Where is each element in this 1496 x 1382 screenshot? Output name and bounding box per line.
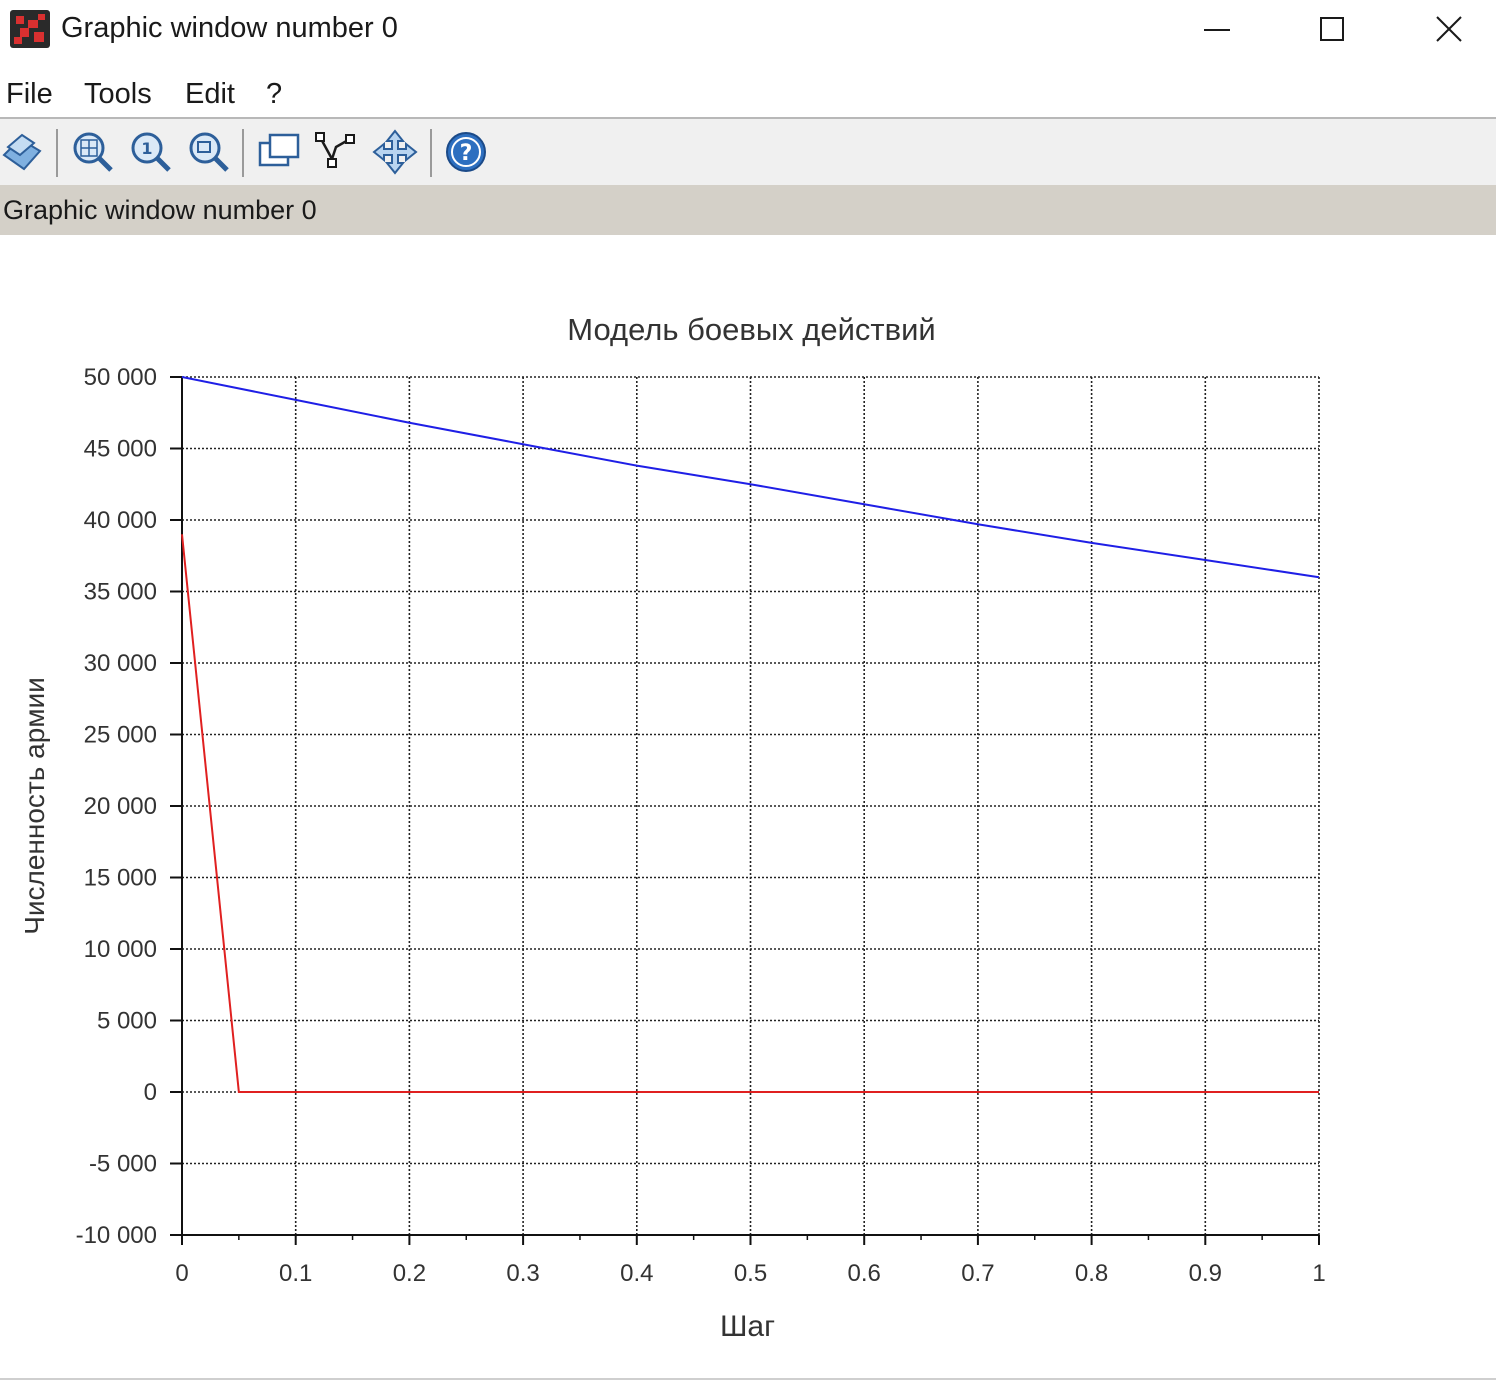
menu-tools[interactable]: Tools xyxy=(84,78,152,110)
y-tick-label: 15 000 xyxy=(84,865,157,892)
maximize-icon xyxy=(1320,17,1344,41)
y-tick-label: -5 000 xyxy=(89,1151,157,1178)
x-tick-label: 0.1 xyxy=(279,1260,312,1287)
zoom-reset-button[interactable]: 1 xyxy=(128,129,174,175)
y-axis-label: Численность армии xyxy=(19,677,50,935)
plot-area[interactable]: 0 0.1 0.2 0.3 0.4 0.5 0.6 0.7 0.8 0.9 1 50 000 45 00… xyxy=(0,235,1496,1380)
menu-help[interactable]: ? xyxy=(266,78,283,110)
curve-editor-button[interactable] xyxy=(314,129,360,175)
line-chart[interactable]: 0 0.1 0.2 0.3 0.4 0.5 0.6 0.7 0.8 0.9 1 50 000 45 00… xyxy=(0,235,1496,1380)
x-tick-label: 0.6 xyxy=(848,1260,881,1287)
figure-properties-icon xyxy=(258,133,300,167)
y-tick-label: 20 000 xyxy=(84,793,157,820)
x-tick-label: 0 xyxy=(175,1260,188,1287)
zoom-reset-icon: 1 xyxy=(131,132,171,172)
menu-bar: File Tools Edit ? xyxy=(0,66,1496,118)
datatip-button[interactable] xyxy=(0,129,46,175)
menu-divider xyxy=(0,117,1496,119)
toolbar-separator xyxy=(242,129,244,177)
x-tick-label: 0.5 xyxy=(734,1260,767,1287)
window-title: Graphic window number 0 xyxy=(61,12,398,44)
x-tick-label: 0.8 xyxy=(1075,1260,1108,1287)
info-bar: Graphic window number 0 xyxy=(0,185,1496,235)
scilab-app-icon xyxy=(10,10,50,48)
zoom-area-button[interactable] xyxy=(70,129,116,175)
series-line-1 xyxy=(181,376,1320,579)
window-bottom-border xyxy=(0,1378,1496,1380)
pan-icon xyxy=(372,129,418,175)
datatip-icon xyxy=(2,133,42,171)
help-button[interactable]: ? xyxy=(443,129,489,175)
svg-text:?: ? xyxy=(460,141,473,166)
close-icon xyxy=(1436,16,1462,42)
toolbar-separator xyxy=(56,129,58,177)
y-tick-label: 50 000 xyxy=(84,364,157,391)
close-button[interactable] xyxy=(1394,0,1496,60)
curve-editor-icon xyxy=(315,132,355,168)
info-bar-text: Graphic window number 0 xyxy=(3,195,317,225)
y-tick-label: 30 000 xyxy=(84,650,157,677)
svg-text:1: 1 xyxy=(141,139,152,158)
chart-title: Модель боевых действий xyxy=(567,312,935,347)
y-tick-label: -10 000 xyxy=(76,1222,157,1249)
menu-edit[interactable]: Edit xyxy=(185,78,235,110)
y-tick-label: 10 000 xyxy=(84,936,157,963)
y-tick-label: 45 000 xyxy=(84,436,157,463)
y-tick-label: 5 000 xyxy=(97,1008,157,1035)
x-tick-label: 0.7 xyxy=(961,1260,994,1287)
menu-file[interactable]: File xyxy=(6,78,53,110)
title-bar: Graphic window number 0 xyxy=(0,0,1496,62)
zoom-area-icon xyxy=(73,132,113,172)
maximize-button[interactable] xyxy=(1277,0,1387,60)
zoom-button[interactable] xyxy=(186,129,232,175)
minimize-button[interactable] xyxy=(1162,0,1272,60)
y-tick-label: 0 xyxy=(144,1079,157,1106)
zoom-icon xyxy=(189,132,229,172)
help-icon: ? xyxy=(446,132,486,172)
x-tick-label: 0.2 xyxy=(393,1260,426,1287)
y-tick-label: 40 000 xyxy=(84,507,157,534)
toolbar: 1 xyxy=(0,119,1496,185)
x-axis-label: Шаг xyxy=(720,1310,775,1343)
y-tick-label: 35 000 xyxy=(84,579,157,606)
y-tick-label: 25 000 xyxy=(84,722,157,749)
x-tick-label: 0.9 xyxy=(1189,1260,1222,1287)
pan-button[interactable] xyxy=(372,129,418,175)
series-line-2 xyxy=(181,534,1319,1093)
x-tick-label: 0.3 xyxy=(506,1260,539,1287)
x-tick-label: 0.4 xyxy=(620,1260,653,1287)
x-tick-label: 1 xyxy=(1312,1260,1325,1287)
figure-properties-button[interactable] xyxy=(256,129,302,175)
minimize-icon xyxy=(1204,29,1230,31)
toolbar-separator xyxy=(430,129,432,177)
